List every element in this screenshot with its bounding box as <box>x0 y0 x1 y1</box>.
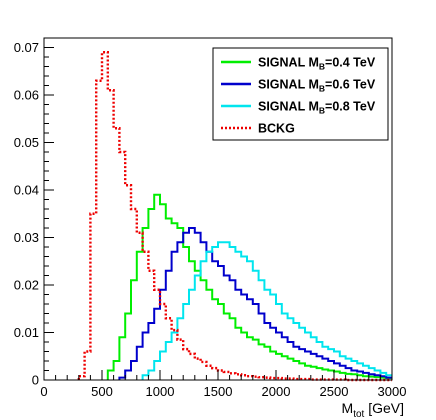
y-tick-label: 0 <box>32 373 39 388</box>
x-tick-label: 2000 <box>262 384 291 399</box>
legend-label-1: SIGNAL MB=0.4 TeV <box>258 56 376 72</box>
ticks-layer: 0 500 1000 1500 2000 2500 3000 0 0.01 0.02 0.03 0.0… <box>14 40 407 399</box>
y-tick-label: 0.01 <box>14 325 39 340</box>
y-tick-label: 0.05 <box>14 135 39 150</box>
x-axis-title: Mtot [GeV] <box>342 400 404 420</box>
y-tick-label: 0.02 <box>14 278 39 293</box>
legend-entries: SIGNAL MB=0.4 TeV SIGNAL MB=0.6 TeV SIGNAL… <box>221 56 376 136</box>
legend-box <box>212 47 389 141</box>
x-tick-label: 2500 <box>320 384 349 399</box>
y-tick-label: 0.03 <box>14 230 39 245</box>
series-line-3 <box>141 241 392 380</box>
series-line-1 <box>106 193 392 380</box>
x-axis-title-unit: [GeV] <box>364 400 404 416</box>
y-tick-label: 0.07 <box>14 40 39 55</box>
x-tick-label: 0 <box>40 384 47 399</box>
x-tick-label: 3000 <box>378 384 407 399</box>
y-tick-label: 0.04 <box>14 183 39 198</box>
x-axis-title-main: M <box>342 400 354 416</box>
series-layer <box>77 51 392 382</box>
legend: SIGNAL MB=0.4 TeV SIGNAL MB=0.6 TeV SIGNAL… <box>212 47 389 141</box>
legend-label-2: SIGNAL MB=0.6 TeV <box>258 78 376 94</box>
legend-label-4: BCKG <box>258 122 295 136</box>
series-line-2 <box>118 227 392 380</box>
y-tick-label: 0.06 <box>14 88 39 103</box>
legend-label-3: SIGNAL MB=0.8 TeV <box>258 100 376 116</box>
x-tick-label: 1000 <box>146 384 175 399</box>
x-axis-title-subscript: tot <box>353 409 364 420</box>
x-tick-label: 1500 <box>204 384 233 399</box>
x-tick-label: 500 <box>91 384 113 399</box>
